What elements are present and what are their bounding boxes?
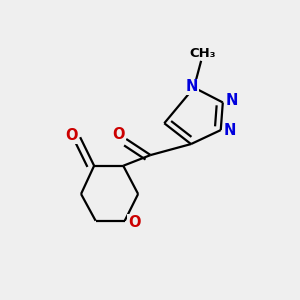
Text: CH₃: CH₃: [189, 46, 216, 60]
Text: N: N: [186, 80, 198, 94]
Text: O: O: [66, 128, 78, 143]
Text: O: O: [112, 127, 125, 142]
Text: O: O: [128, 215, 140, 230]
Text: N: N: [226, 93, 238, 108]
Text: N: N: [224, 123, 236, 138]
